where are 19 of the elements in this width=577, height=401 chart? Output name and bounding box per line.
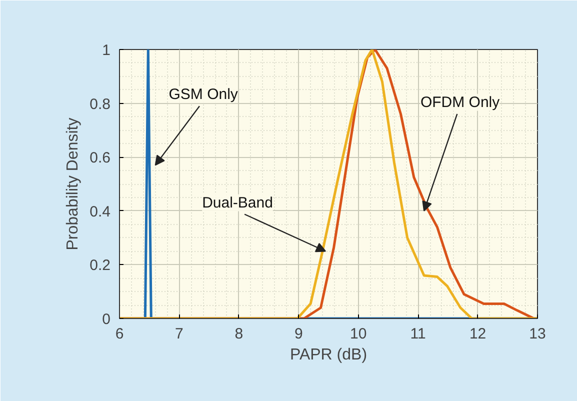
x-tick-label: 13 xyxy=(529,326,546,342)
x-tick-label: 12 xyxy=(469,326,486,342)
x-axis-title: PAPR (dB) xyxy=(290,346,368,364)
y-tick-label: 1 xyxy=(102,42,110,59)
annotation: Dual-Band xyxy=(202,194,273,212)
annotation: OFDM Only xyxy=(420,94,500,111)
x-tick-label: 11 xyxy=(410,326,426,342)
y-tick-label: 0.8 xyxy=(90,96,111,113)
x-tick-label: 9 xyxy=(294,326,303,342)
y-axis-title: Probability Density xyxy=(64,118,82,250)
y-tick-label: 0.6 xyxy=(90,150,111,167)
x-tick-label: 6 xyxy=(115,326,124,342)
annotation: GSM Only xyxy=(168,86,238,104)
x-tick-label: 8 xyxy=(234,326,244,342)
y-tick-label: 0.2 xyxy=(90,257,111,274)
x-tick-label: 7 xyxy=(175,326,184,342)
x-tick-label: 10 xyxy=(350,326,367,342)
y-tick-label: 0.4 xyxy=(90,203,111,220)
y-tick-label: 0 xyxy=(102,311,110,328)
